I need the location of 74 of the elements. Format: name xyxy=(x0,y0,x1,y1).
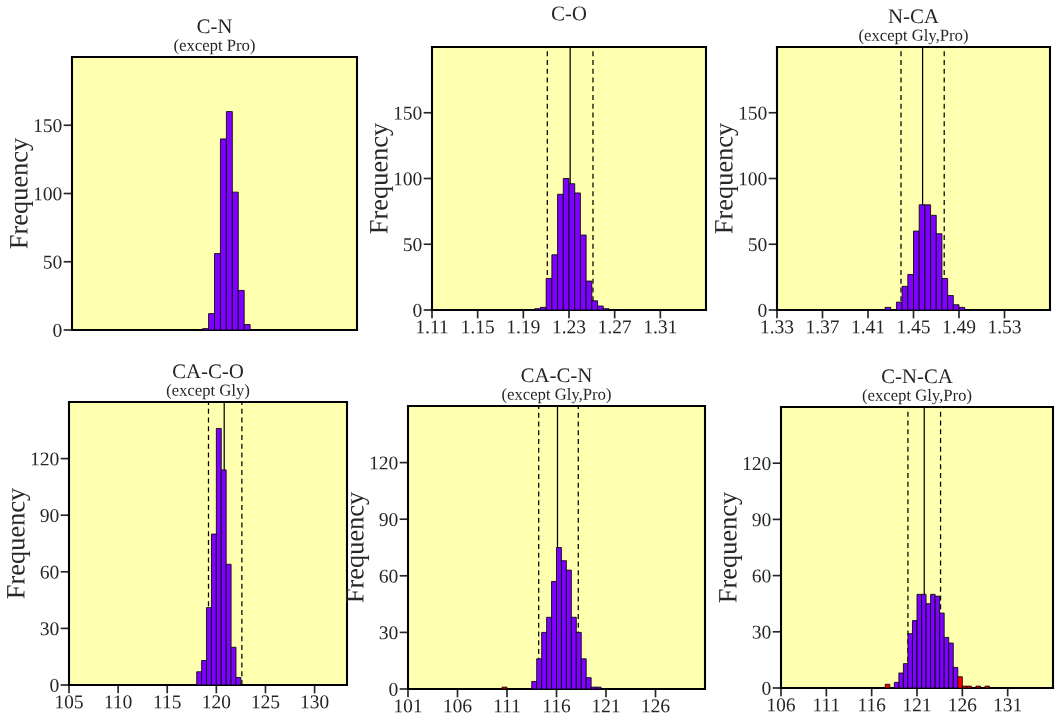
x-tick-label: 1.53 xyxy=(989,320,1021,334)
y-tick-label: 120 xyxy=(370,456,398,470)
y-tick-label: 0 xyxy=(50,678,59,692)
chart-subtitle: (except Gly,Pro) xyxy=(502,388,611,404)
x-tick-label: 1.11 xyxy=(417,320,448,334)
x-tick-label: 115 xyxy=(154,695,181,709)
x-tick-label: 1.49 xyxy=(943,320,976,334)
y-tick-label: 90 xyxy=(40,509,59,523)
y-tick-label: 60 xyxy=(40,565,59,579)
x-tick-label: 126 xyxy=(949,698,977,712)
x-tick-label: 126 xyxy=(642,699,670,713)
y-axis-title: Frequency xyxy=(7,487,31,599)
y-tick-label: 150 xyxy=(739,106,767,120)
y-tick-label: 0 xyxy=(389,682,398,696)
x-tick-label: 1.27 xyxy=(599,320,632,334)
x-tick-label: 1.41 xyxy=(852,320,884,334)
x-tick-label: 111 xyxy=(814,698,840,712)
y-axis-title: Frequency xyxy=(10,137,34,249)
y-tick-label: 60 xyxy=(752,569,771,583)
y-tick-label: 90 xyxy=(379,513,398,527)
y-tick-label: 0 xyxy=(53,323,62,337)
y-tick-label: 100 xyxy=(739,172,767,186)
y-tick-label: 60 xyxy=(379,569,398,583)
chart-title: C-N-CA xyxy=(881,369,953,384)
y-tick-label: 150 xyxy=(394,106,422,120)
y-tick-label: 120 xyxy=(743,457,771,471)
chart-subtitle: (except Gly,Pro) xyxy=(859,29,968,45)
chart-title: C-O xyxy=(551,6,587,21)
chart-title: CA-C-O xyxy=(172,364,244,379)
x-tick-label: 1.33 xyxy=(761,320,794,334)
y-tick-label: 50 xyxy=(403,238,422,252)
y-tick-label: 0 xyxy=(758,303,767,317)
x-tick-label: 106 xyxy=(768,698,795,712)
y-tick-label: 50 xyxy=(43,255,62,269)
y-axis-title: Frequency xyxy=(715,122,739,234)
y-axis-title: Frequency xyxy=(346,491,370,603)
y-tick-label: 30 xyxy=(379,626,398,640)
y-tick-label: 0 xyxy=(762,681,771,695)
y-tick-label: 0 xyxy=(413,303,422,317)
y-tick-label: 30 xyxy=(752,625,771,639)
y-tick-label: 90 xyxy=(752,513,771,527)
x-tick-label: 105 xyxy=(56,695,83,709)
chart-subtitle: (except Pro) xyxy=(174,39,255,55)
x-tick-label: 1.19 xyxy=(508,320,540,334)
x-tick-label: 116 xyxy=(543,699,571,713)
x-tick-label: 130 xyxy=(301,695,329,709)
x-tick-label: 125 xyxy=(252,695,280,709)
y-tick-label: 100 xyxy=(34,187,62,201)
y-tick-label: 30 xyxy=(40,622,59,636)
x-tick-label: 121 xyxy=(593,699,620,713)
x-tick-label: 110 xyxy=(105,695,132,709)
chart-title: C-N xyxy=(197,19,232,34)
x-tick-label: 116 xyxy=(859,698,886,712)
chart-subtitle: (except Gly,Pro) xyxy=(862,389,972,405)
x-tick-label: 111 xyxy=(494,699,520,713)
y-axis-title: Frequency xyxy=(719,491,743,603)
x-tick-label: 1.15 xyxy=(462,320,494,334)
x-tick-label: 131 xyxy=(994,698,1022,712)
chart-title: CA-C-N xyxy=(521,368,592,383)
y-tick-label: 120 xyxy=(31,452,59,466)
y-axis-title: Frequency xyxy=(370,122,394,234)
x-tick-label: 1.23 xyxy=(553,320,586,334)
y-tick-label: 50 xyxy=(748,238,767,252)
x-tick-label: 120 xyxy=(203,695,231,709)
x-tick-label: 101 xyxy=(395,699,422,713)
y-tick-label: 100 xyxy=(394,172,422,186)
x-tick-label: 106 xyxy=(444,699,472,713)
y-tick-label: 150 xyxy=(34,119,62,133)
x-tick-label: 1.31 xyxy=(645,320,677,334)
chart-subtitle: (except Gly) xyxy=(166,384,250,400)
x-tick-label: 1.37 xyxy=(807,320,839,334)
x-tick-label: 1.45 xyxy=(898,320,930,334)
chart-title: N-CA xyxy=(888,9,939,24)
x-tick-label: 121 xyxy=(904,698,931,712)
